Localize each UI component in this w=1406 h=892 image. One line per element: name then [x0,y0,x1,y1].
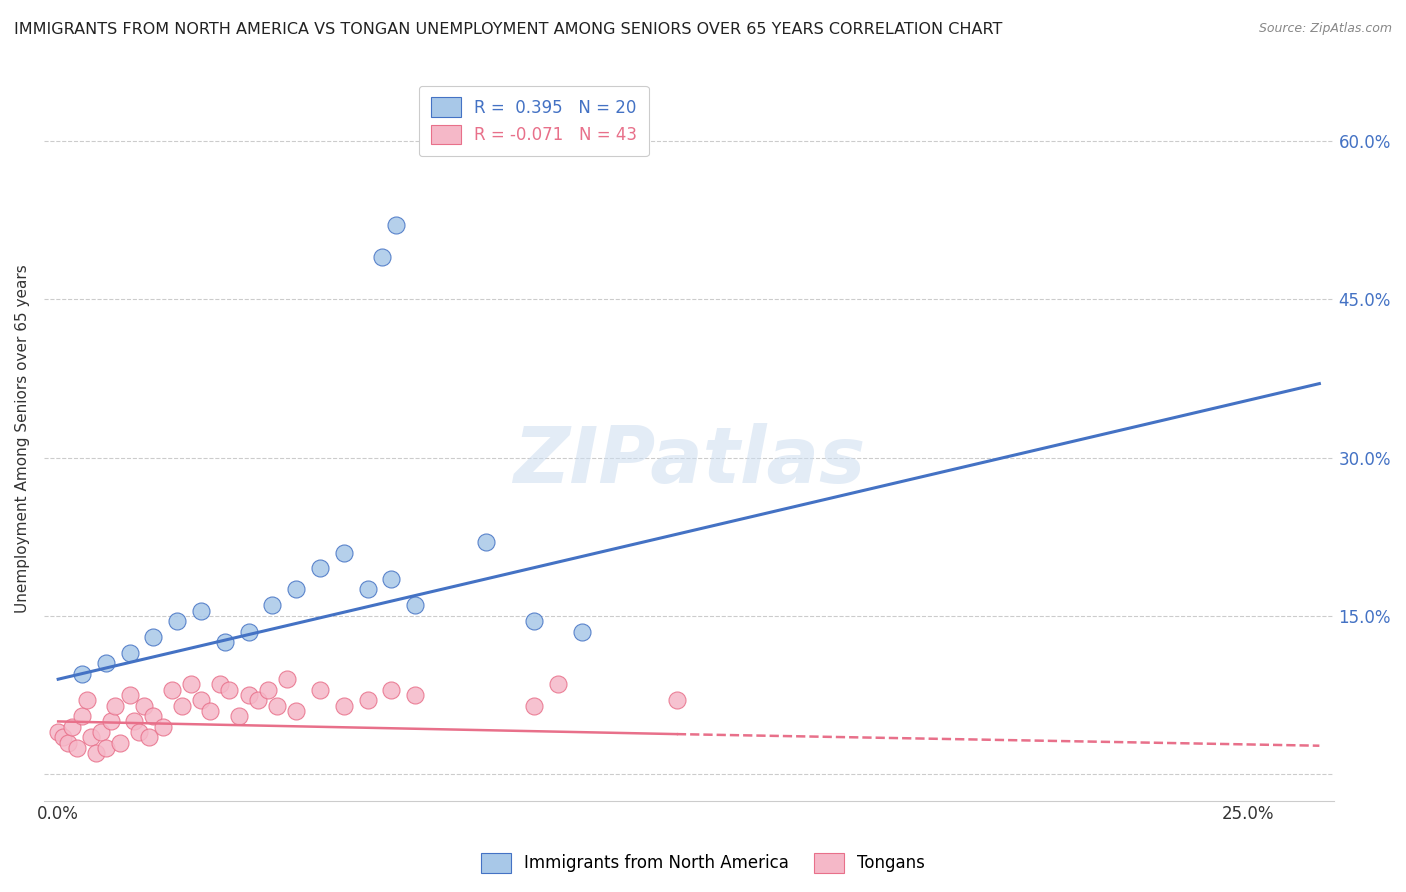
Point [56,735,79,749]
Point [404,599,426,613]
Point [404,688,426,702]
Point [218,682,240,697]
Point [76,693,98,707]
Point [523,698,546,713]
Point [52,731,75,745]
Point [266,698,288,713]
Point [118,646,141,660]
Y-axis label: Unemployment Among Seniors over 65 years: Unemployment Among Seniors over 65 years [15,265,30,614]
Point [118,688,141,702]
Point [309,682,332,697]
Point [142,709,165,723]
Point [523,614,546,628]
Point [200,704,222,718]
Legend: Immigrants from North America, Tongans: Immigrants from North America, Tongans [474,847,932,880]
Point [80,731,103,745]
Point [665,693,688,707]
Point [238,624,260,639]
Point [190,604,212,618]
Point [62,720,84,734]
Point [138,731,160,745]
Point [475,535,498,549]
Point [162,682,184,697]
Point [256,682,278,697]
Point [128,725,150,739]
Text: ZIPatlas: ZIPatlas [513,423,865,499]
Point [66,740,89,755]
Point [208,677,231,691]
Point [170,698,193,713]
Point [285,582,308,597]
Point [238,688,260,702]
Point [100,714,122,729]
Point [332,698,354,713]
Point [371,250,394,264]
Point [380,682,402,697]
Point [46,725,69,739]
Point [152,720,174,734]
Legend: R =  0.395   N = 20, R = -0.071   N = 43: R = 0.395 N = 20, R = -0.071 N = 43 [419,86,648,156]
Text: IMMIGRANTS FROM NORTH AMERICA VS TONGAN UNEMPLOYMENT AMONG SENIORS OVER 65 YEARS: IMMIGRANTS FROM NORTH AMERICA VS TONGAN … [14,22,1002,37]
Point [285,704,308,718]
Point [385,219,408,233]
Point [70,709,93,723]
Point [70,667,93,681]
Point [108,735,131,749]
Point [94,740,117,755]
Point [276,672,298,686]
Point [332,545,354,559]
Point [247,693,270,707]
Point [309,561,332,575]
Text: Source: ZipAtlas.com: Source: ZipAtlas.com [1258,22,1392,36]
Point [104,698,127,713]
Point [380,572,402,586]
Point [180,677,202,691]
Point [142,630,165,644]
Point [84,746,107,760]
Point [94,657,117,671]
Point [356,693,378,707]
Point [166,614,188,628]
Point [190,693,212,707]
Point [132,698,155,713]
Point [214,635,236,649]
Point [124,714,146,729]
Point [90,725,112,739]
Point [547,677,569,691]
Point [571,624,593,639]
Point [356,582,378,597]
Point [228,709,250,723]
Point [262,599,284,613]
